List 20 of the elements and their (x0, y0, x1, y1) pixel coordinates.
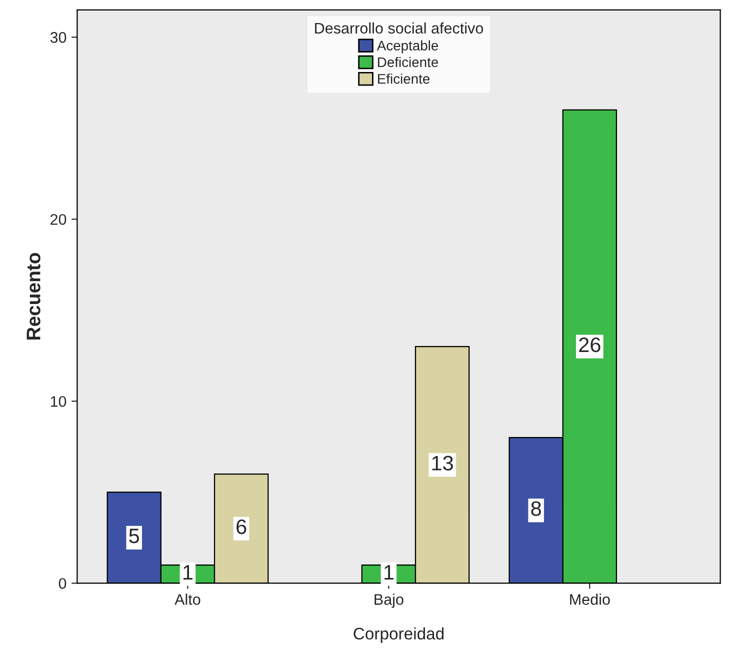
data-label: 26 (579, 337, 600, 352)
x-axis-title: Corporeidad (354, 627, 444, 643)
legend-label: Eficiente (378, 74, 430, 84)
y-tick-label: 20 (50, 214, 66, 225)
legend-label: Deficiente (378, 56, 438, 68)
y-tick-label: 0 (58, 578, 66, 589)
x-tick-label: Medio (570, 594, 610, 605)
x-tick-label: Alto (174, 594, 200, 605)
y-axis-title: Recuento (26, 253, 40, 340)
y-tick-label: 10 (50, 396, 66, 407)
y-tick-label: 30 (50, 32, 66, 43)
legend-label: Aceptable (376, 40, 438, 54)
data-label: 13 (432, 456, 453, 470)
legend-title: Desarrollo social afectivo (315, 22, 484, 34)
data-label: 6 (236, 519, 246, 534)
data-label: 8 (531, 501, 541, 516)
data-label: 1 (184, 565, 192, 580)
x-tick-label: Bajo (374, 594, 404, 608)
data-label: 1 (384, 565, 394, 580)
data-label: 5 (129, 528, 140, 544)
